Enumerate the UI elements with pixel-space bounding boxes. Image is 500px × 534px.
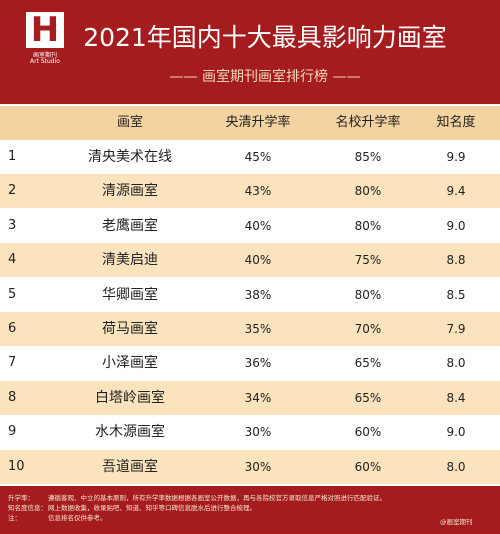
table-cell: 40% xyxy=(244,218,272,233)
table-cell: 80% xyxy=(354,218,382,233)
rank: 1 xyxy=(8,149,17,164)
table-cell: 清美启迪 xyxy=(102,252,158,269)
table-cell: 吾道画室 xyxy=(102,458,158,475)
table-cell: 80% xyxy=(354,184,382,199)
note-label: 注： xyxy=(8,514,21,522)
table-cell: 65% xyxy=(354,356,382,371)
table-row: 8 白塔岭画室 34% 65% 8.4 xyxy=(0,380,500,415)
rank: 10 xyxy=(8,458,25,474)
note-text: 信息排名仅供参考。 xyxy=(48,514,107,522)
column-header: 央清升学率 xyxy=(225,115,291,130)
table-cell: 75% xyxy=(354,253,382,268)
table-cell: 35% xyxy=(244,322,272,336)
table-row: 4 清美启迪 40% 75% 8.8 xyxy=(0,243,500,278)
table-cell: 8.0 xyxy=(446,459,466,474)
table-row: 7 小泽画室 36% 65% 8.0 xyxy=(0,346,500,381)
note-text: 网上数据收集，收录贴吧、知道、知乎等口碑信息脱水后进行整合梳理。 xyxy=(48,504,256,512)
footer-note: 升学率： 遵循客观、中立的基本原则，所有升学率数据根据各画室公开数据，再与各院校官… xyxy=(8,492,386,502)
rank: 5 xyxy=(8,286,17,302)
note-label: 知名度信息： xyxy=(8,504,47,512)
column-header: 画室 xyxy=(116,115,143,130)
table-row: 3 老鹰画室 40% 80% 9.0 xyxy=(0,208,500,243)
table-cell: 85% xyxy=(354,150,382,164)
table-cell: 9.0 xyxy=(446,218,466,233)
table-row: 2 清源画室 43% 80% 9.4 xyxy=(0,174,500,209)
table-cell: 80% xyxy=(354,287,382,302)
table-cell: 8.8 xyxy=(446,253,466,268)
rank: 3 xyxy=(8,217,17,233)
column-header: 知名度 xyxy=(436,115,476,130)
table-cell: 9.4 xyxy=(446,184,466,199)
table-cell: 清源画室 xyxy=(102,183,158,200)
rank: 6 xyxy=(8,321,17,336)
table-cell: 老鹰画室 xyxy=(102,217,158,234)
table-cell: 60% xyxy=(354,459,382,474)
table-cell: 34% xyxy=(244,390,272,405)
table-cell: 8.4 xyxy=(446,390,466,405)
table-cell: 荷马画室 xyxy=(102,321,158,337)
table-row: 5 华卿画室 38% 80% 8.5 xyxy=(0,277,500,312)
table-row: 6 荷马画室 35% 70% 7.9 xyxy=(0,312,500,346)
note-text: 遵循客观、中立的基本原则，所有升学率数据根据各画室公开数据，再与各院校官方录取信… xyxy=(48,494,386,502)
table-cell: 38% xyxy=(244,287,272,302)
rank: 4 xyxy=(8,252,17,268)
logo-name-en: Art Studio xyxy=(30,58,60,65)
table-cell: 30% xyxy=(244,459,272,474)
rank: 9 xyxy=(8,424,17,440)
footer-note: 注： 信息排名仅供参考。 xyxy=(8,512,107,522)
rank: 7 xyxy=(8,355,17,371)
table-cell: 8.0 xyxy=(446,356,466,371)
subtitle: —— 画室期刊画室排行榜 —— xyxy=(169,69,361,85)
table-cell: 9.9 xyxy=(446,150,466,164)
credit: @画室期刊 xyxy=(440,518,473,526)
table-cell: 43% xyxy=(244,184,272,199)
title: 2021年国内十大最具影响力画室 xyxy=(83,23,447,52)
table-cell: 60% xyxy=(354,425,382,440)
table-cell: 9.0 xyxy=(446,425,466,440)
table-cell: 30% xyxy=(244,425,272,440)
table-cell: 清央美术在线 xyxy=(88,149,172,165)
table-cell: 40% xyxy=(244,253,272,268)
footer-note: 知名度信息：网上数据收集，收录贴吧、知道、知乎等口碑信息脱水后进行整合梳理。 xyxy=(8,502,256,512)
table-row: 1 清央美术在线 45% 85% 9.9 xyxy=(0,140,500,174)
logo: H xyxy=(26,12,64,48)
header xyxy=(0,0,500,104)
table-cell: 45% xyxy=(244,150,272,164)
column-header: 名校升学率 xyxy=(335,115,401,130)
note-label: 升学率： xyxy=(8,494,34,502)
table-cell: 白塔岭画室 xyxy=(95,389,165,406)
logo-name: 画室期刊 xyxy=(32,52,57,59)
rank: 2 xyxy=(8,183,17,199)
table-cell: 8.5 xyxy=(446,287,466,302)
table-cell: 7.9 xyxy=(446,322,466,336)
table-cell: 小泽画室 xyxy=(102,355,158,372)
table-cell: 36% xyxy=(244,356,272,371)
rank: 8 xyxy=(8,389,17,405)
table-cell: 华卿画室 xyxy=(102,286,158,303)
footer: 升学率： 遵循客观、中立的基本原则，所有升学率数据根据各画室公开数据，再与各院校官… xyxy=(0,486,500,534)
table-row: 9 水木源画室 30% 60% 9.0 xyxy=(0,415,500,450)
table-row: 10 吾道画室 30% 60% 8.0 xyxy=(0,449,500,484)
table-header: 画室 央清升学率 名校升学率 知名度 xyxy=(0,106,500,140)
table-cell: 65% xyxy=(354,390,382,405)
table-cell: 水木源画室 xyxy=(95,424,165,441)
table-cell: 70% xyxy=(354,322,382,336)
